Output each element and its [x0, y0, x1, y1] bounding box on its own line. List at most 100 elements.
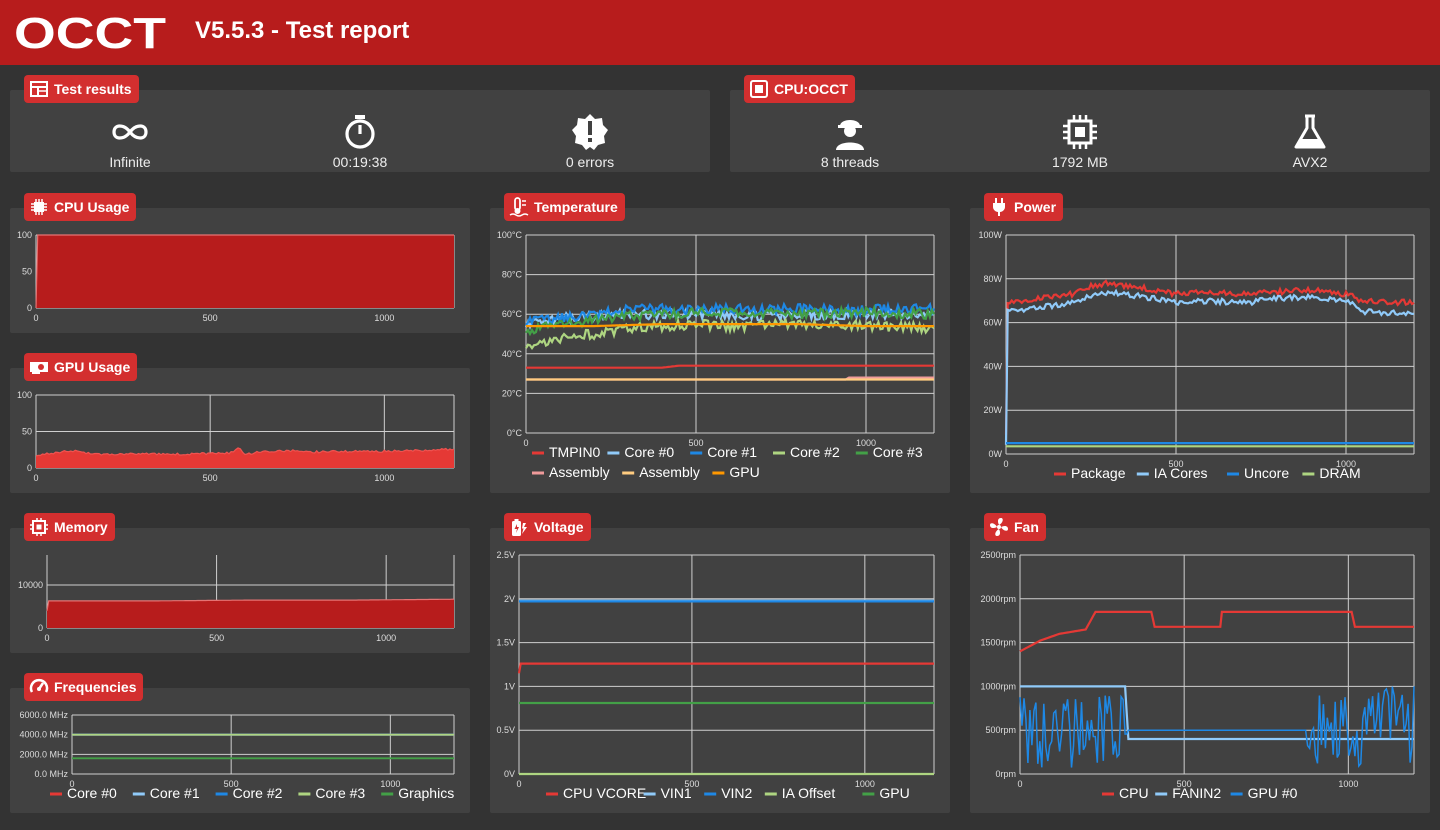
y-tick-label: 2000.0 MHz: [19, 749, 68, 759]
y-tick-label: 4000.0 MHz: [19, 730, 68, 740]
legend-label: Core #3: [873, 444, 923, 460]
y-tick-label: 0V: [504, 769, 515, 779]
gpu-usage-badge: GPU Usage: [24, 353, 138, 381]
frequencies-panel: 0.0 MHz 2000.0 MHz 4000.0 MHz 6000.0 MHz 0 50…: [10, 688, 470, 813]
frequencies-title: Frequencies: [54, 679, 137, 695]
y-tick-label: 100W: [978, 230, 1002, 240]
power-title: Power: [1014, 199, 1057, 215]
graphics-card-icon: [30, 362, 48, 374]
x-tick-label: 0: [523, 438, 528, 448]
legend-label: TMPIN0: [549, 444, 601, 460]
voltage-title: Voltage: [534, 519, 584, 535]
legend-label: VIN1: [661, 785, 692, 801]
y-tick-label: 100°C: [497, 230, 523, 240]
frequencies-chart: 0.0 MHz 2000.0 MHz 4000.0 MHz 6000.0 MHz 0 50…: [19, 710, 455, 801]
fan-chart: 0rpm 500rpm 1000rpm 1500rpm 2000rpm 2500rpm 0 5…: [980, 550, 1415, 801]
series-line: [35, 234, 454, 309]
legend-label: CPU VCORE: [563, 785, 646, 801]
gpu-usage-title: GPU Usage: [54, 359, 131, 375]
voltage-chart: 0V 0.5V 1V 1.5V 2V 2.5V 0 500 1000 CPU VCORE VIN1 V…: [496, 550, 935, 801]
legend-label: Package: [1071, 465, 1126, 481]
series-area: [47, 599, 454, 628]
report-table-icon: [30, 81, 48, 97]
series-line: [1020, 685, 1414, 741]
instruction-set-stat: AVX2: [1230, 112, 1390, 170]
x-tick-label: 500: [684, 779, 699, 789]
errors-stat: 0 errors: [510, 112, 670, 170]
memory-size-value: 1792 MB: [1051, 154, 1109, 170]
threads-stat: 8 threads: [770, 112, 930, 170]
speedometer-icon: [29, 678, 49, 693]
cpu-square-icon: [750, 80, 768, 98]
duration-mode-value: Infinite: [109, 154, 151, 170]
infinity-icon: [112, 124, 148, 140]
x-tick-label: 1000: [374, 473, 394, 483]
power-plug-icon: [993, 198, 1005, 216]
x-tick-label: 1000: [1336, 459, 1356, 469]
flask-icon: [1294, 114, 1326, 149]
y-tick-label: 1000rpm: [980, 681, 1016, 691]
temperature-chart: 0°C 20°C 40°C 60°C 80°C 100°C 0 500 1000 TMPIN0 Co…: [497, 230, 936, 480]
y-tick-label: 40W: [983, 361, 1002, 371]
app-header: OCCT V5.5.3 - Test report: [0, 0, 1440, 65]
cpu-test-title: CPU:OCCT: [774, 81, 848, 97]
legend-label: GPU #0: [1248, 785, 1298, 801]
y-tick-label: 0rpm: [995, 769, 1016, 779]
legend-label: VIN2: [721, 785, 752, 801]
x-tick-label: 0: [33, 473, 38, 483]
y-tick-label: 10000: [18, 580, 43, 590]
series-line: [35, 447, 455, 457]
series-line: [1004, 288, 1415, 445]
threads-value: 8 threads: [820, 154, 880, 170]
fan-icon: [990, 518, 1008, 536]
x-tick-label: 1000: [376, 633, 396, 643]
cpu-usage-title: CPU Usage: [54, 199, 130, 215]
logo-text: OCCT: [14, 14, 166, 52]
x-tick-label: 0: [516, 779, 521, 789]
x-tick-label: 500: [224, 779, 239, 789]
error-badge-icon: [572, 114, 608, 150]
legend-label: Assembly: [549, 464, 610, 480]
temperature-panel: 0°C 20°C 40°C 60°C 80°C 100°C 0 500 1000 TMPIN0 Co…: [490, 208, 950, 493]
x-tick-label: 0: [69, 779, 74, 789]
x-tick-label: 1000: [1338, 779, 1358, 789]
series-line: [525, 303, 935, 337]
y-tick-label: 20W: [983, 405, 1002, 415]
thermometer-icon: [509, 197, 529, 217]
elapsed-time-value: 00:19:38: [332, 154, 388, 170]
y-tick-label: 40°C: [502, 349, 523, 359]
report-title: V5.5.3 - Test report: [195, 17, 410, 44]
series-line: [1019, 686, 1415, 768]
legend-label: Graphics: [398, 785, 454, 801]
worker-icon: [836, 120, 864, 150]
x-tick-label: 500: [1177, 779, 1192, 789]
y-tick-label: 6000.0 MHz: [19, 710, 68, 720]
y-tick-label: 0W: [989, 449, 1003, 459]
legend-label: Core #2: [233, 785, 283, 801]
y-tick-label: 0.0 MHz: [34, 769, 68, 779]
y-tick-label: 2V: [504, 594, 515, 604]
x-tick-label: 500: [1168, 459, 1183, 469]
series-line: [517, 662, 934, 674]
y-tick-label: 2000rpm: [980, 594, 1016, 604]
voltage-panel: 0V 0.5V 1V 1.5V 2V 2.5V 0 500 1000 CPU VCORE VIN1 V…: [490, 528, 950, 813]
y-tick-label: 1.5V: [496, 638, 515, 648]
memory-title: Memory: [54, 519, 108, 535]
legend-label: IA Offset: [782, 785, 836, 801]
y-tick-label: 60W: [983, 318, 1002, 328]
power-chart: 0W 20W 40W 60W 80W 100W 0 500 1000 Package IA Core…: [978, 230, 1415, 481]
battery-charging-icon: [512, 519, 527, 536]
series-area: [36, 447, 454, 468]
x-tick-label: 500: [688, 438, 703, 448]
y-tick-label: 0°C: [507, 428, 523, 438]
x-tick-label: 1000: [380, 779, 400, 789]
legend-label: Core #0: [67, 785, 117, 801]
series-line: [46, 598, 454, 611]
temperature-badge: Temperature: [504, 193, 625, 221]
y-tick-label: 100: [17, 390, 32, 400]
voltage-badge: Voltage: [504, 513, 591, 541]
x-tick-label: 0: [33, 313, 38, 323]
errors-value: 0 errors: [565, 154, 615, 170]
fan-panel: 0rpm 500rpm 1000rpm 1500rpm 2000rpm 2500rpm 0 5…: [970, 528, 1430, 813]
